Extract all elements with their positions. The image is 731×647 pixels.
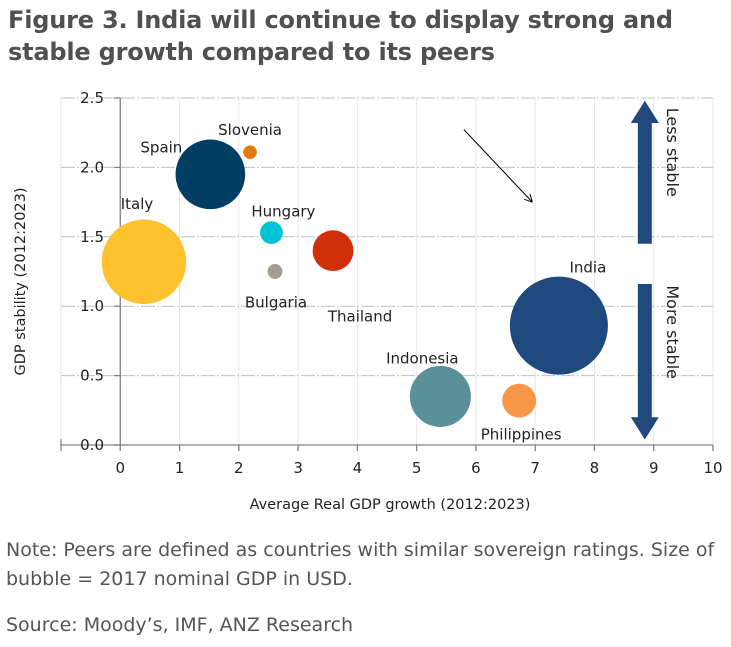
bubble-label-india: India xyxy=(569,259,606,277)
x-tick-label: 9 xyxy=(649,459,659,477)
bubble-labels: Spain Slovenia Italy Hungary Bulgaria Thailan… xyxy=(121,121,607,443)
less-stable-label: Less stable xyxy=(663,108,682,197)
bubble-label-spain: Spain xyxy=(140,138,182,156)
bubble-slovenia xyxy=(243,145,257,159)
more-stable-label: More stable xyxy=(663,285,682,379)
chart-note: Note: Peers are defined as countries wit… xyxy=(6,539,715,590)
x-tick-label: 0 xyxy=(115,459,125,477)
figure-title: Figure 3. India will continue to display… xyxy=(8,4,728,68)
y-tick-label: 1.5 xyxy=(80,228,104,246)
bubble-indonesia xyxy=(409,365,471,427)
bubble-label-hungary: Hungary xyxy=(251,203,315,221)
x-tick-label: 2 xyxy=(234,459,244,477)
x-tick-label: 10 xyxy=(703,459,722,477)
bubble-hungary xyxy=(260,221,283,245)
bubbles xyxy=(101,139,608,427)
less-stable-arrow-icon xyxy=(630,100,659,244)
axes: 0 1 2 3 4 5 6 7 8 9 10 0.0 0.5 1.0 1.5 2.0 2.5 Average Re… xyxy=(13,89,723,513)
more-stable-arrow-icon xyxy=(630,283,659,440)
y-tick-label: 1.0 xyxy=(80,297,104,315)
x-axis-title: Average Real GDP growth (2012:2023) xyxy=(250,497,531,513)
bubble-label-philippines: Philippines xyxy=(481,426,562,444)
bubble-india xyxy=(509,276,608,375)
annotations: Less stable More stable xyxy=(463,100,682,440)
y-axis-title: GDP stability (2012:2023) xyxy=(13,187,29,375)
x-tick-label: 7 xyxy=(530,459,540,477)
bubble-bulgaria xyxy=(267,264,283,279)
bubble-label-bulgaria: Bulgaria xyxy=(245,294,307,312)
bubble-label-indonesia: Indonesia xyxy=(386,349,459,367)
x-tick-label: 8 xyxy=(590,459,600,477)
bubble-chart: 0 1 2 3 4 5 6 7 8 9 10 0.0 0.5 1.0 1.5 2.0 2.5 Average Re… xyxy=(13,89,723,513)
y-tick-label: 2.5 xyxy=(80,89,104,107)
x-tick-label: 4 xyxy=(353,459,363,477)
bubble-label-italy: Italy xyxy=(121,195,154,213)
bubble-italy xyxy=(101,219,187,305)
x-tick-label: 1 xyxy=(175,459,185,477)
bubble-label-slovenia: Slovenia xyxy=(218,121,282,139)
x-tick-label: 3 xyxy=(293,459,303,477)
figure-title-line-2: stable growth compared to its peers xyxy=(8,38,495,66)
figure-title-line-1: Figure 3. India will continue to display… xyxy=(8,6,673,34)
bubble-label-thailand: Thailand xyxy=(327,308,392,326)
india-pointer-arrow xyxy=(463,129,532,202)
bubble-spain xyxy=(175,139,246,210)
grid xyxy=(60,97,714,445)
y-tick-label: 0.0 xyxy=(80,436,104,454)
bubble-thailand xyxy=(312,230,354,272)
bubble-philippines xyxy=(502,383,537,418)
chart-source: Source: Moody’s, IMF, ANZ Research xyxy=(6,614,354,636)
y-tick-label: 2.0 xyxy=(80,158,104,176)
x-tick-label: 6 xyxy=(471,459,481,477)
x-tick-label: 5 xyxy=(412,459,422,477)
y-tick-label: 0.5 xyxy=(80,367,104,385)
